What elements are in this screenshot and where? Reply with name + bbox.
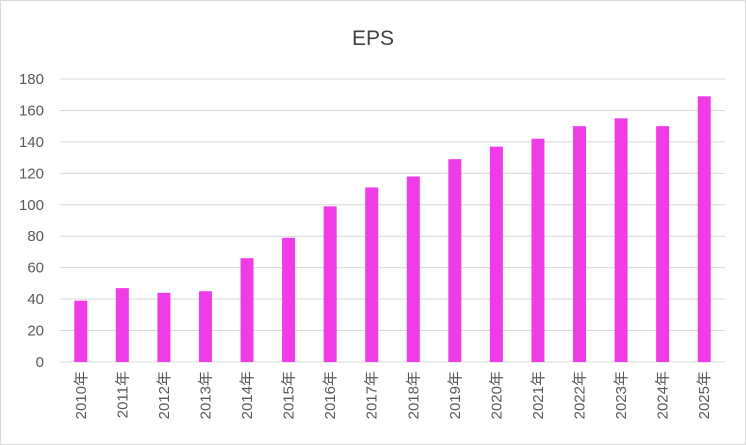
x-tick-label: 2025年: [696, 371, 713, 419]
bar-2021年: [531, 138, 545, 362]
x-tick-label: 2016年: [322, 371, 339, 419]
bar-2018年: [406, 176, 420, 362]
x-tick-label: 2012年: [156, 371, 173, 419]
x-tick-label: 2023年: [613, 371, 630, 419]
y-tick-label: 140: [19, 134, 44, 151]
y-tick-label: 160: [19, 102, 44, 119]
x-tick-label: 2020年: [488, 371, 505, 419]
x-tick-label: 2015年: [281, 371, 298, 419]
y-axis-tick-labels: 0 20 40 60 80 100 120 140 160 180: [19, 71, 44, 371]
bar-2024年: [656, 126, 670, 363]
x-tick-label: 2022年: [572, 371, 589, 419]
bar-2010年: [74, 300, 88, 362]
x-axis-tick-labels: 2010年 2011年 2012年 2013年 2014年 2015年 2016年 2017年…: [73, 371, 713, 419]
y-tick-label: 80: [27, 228, 44, 245]
y-tick-label: 40: [27, 291, 44, 308]
y-tick-label: 0: [36, 354, 44, 371]
bar-2013年: [198, 291, 212, 362]
x-tick-label: 2019年: [447, 371, 464, 419]
bars: [74, 96, 711, 363]
y-tick-label: 180: [19, 71, 44, 88]
x-tick-label: 2018年: [405, 371, 422, 419]
chart-title: EPS: [352, 27, 394, 50]
x-tick-label: 2017年: [364, 371, 381, 419]
bar-2012年: [157, 292, 171, 362]
x-tick-label: 2024年: [655, 371, 672, 419]
bar-2019年: [448, 159, 462, 362]
y-tick-label: 20: [27, 323, 44, 340]
bar-2016年: [323, 206, 337, 362]
x-tick-label: 2011年: [114, 371, 131, 418]
bar-2025年: [697, 96, 711, 363]
x-tick-label: 2010年: [73, 371, 90, 419]
bar-2023年: [614, 118, 628, 362]
bar-2015年: [282, 237, 296, 362]
bar-2014年: [240, 258, 254, 362]
bar-2017年: [365, 187, 379, 362]
x-tick-label: 2021年: [530, 371, 547, 419]
bar-2011年: [115, 288, 129, 362]
y-tick-label: 100: [19, 197, 44, 214]
x-tick-label: 2014年: [239, 371, 256, 419]
bar-2020年: [489, 146, 503, 362]
y-tick-label: 120: [19, 165, 44, 182]
bar-2022年: [573, 126, 587, 363]
gridlines: [60, 78, 725, 363]
y-tick-label: 60: [27, 260, 44, 277]
x-tick-label: 2013年: [197, 371, 214, 419]
